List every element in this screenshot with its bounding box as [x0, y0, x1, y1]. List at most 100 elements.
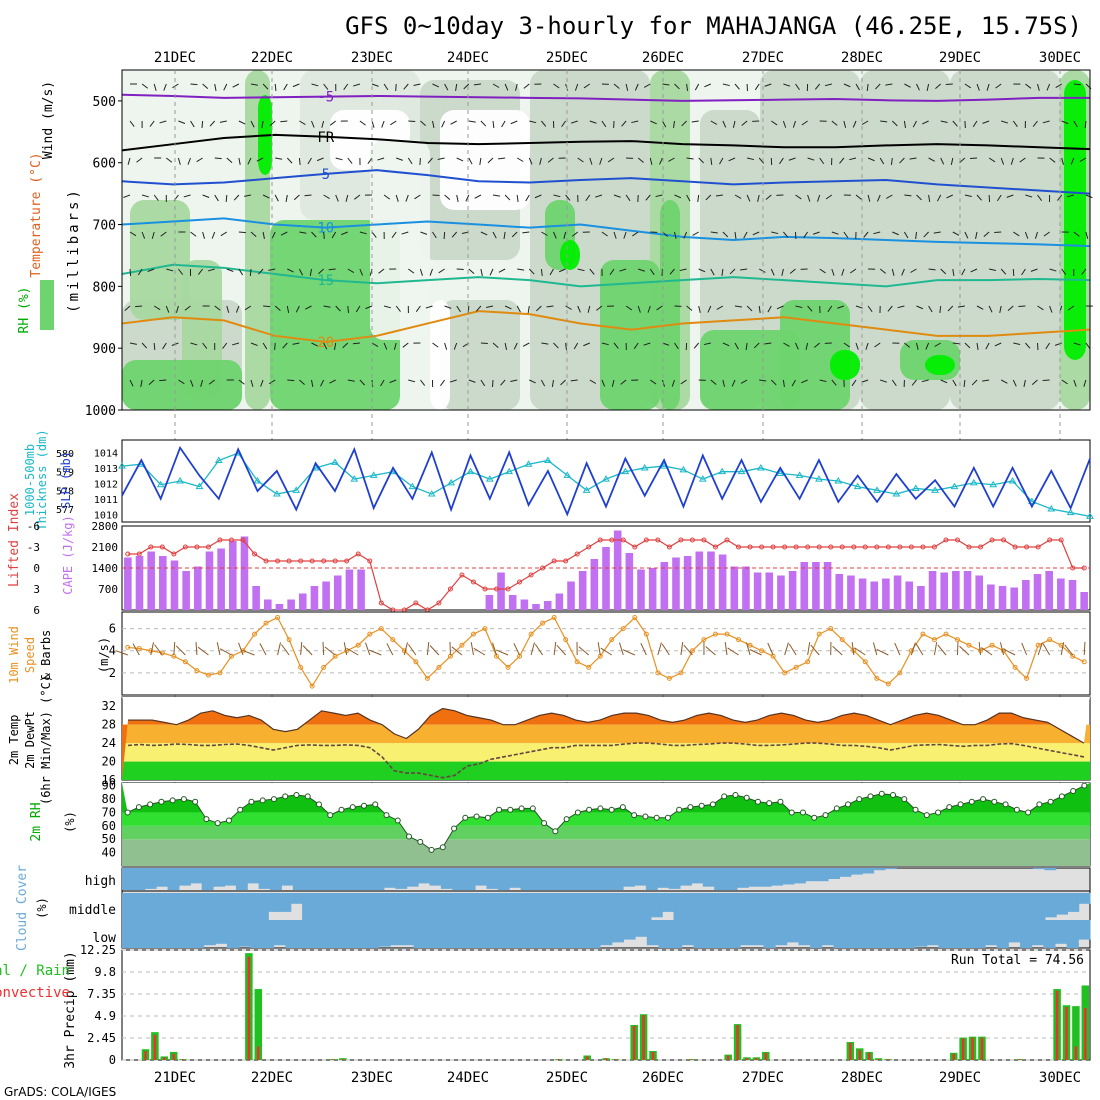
wind-barb-22-3 [395, 194, 399, 202]
wind-barb-39-8 [601, 379, 606, 387]
wind-barb-73-6 [1007, 305, 1014, 311]
cape-bar-42 [613, 530, 622, 610]
cape-bar-51 [718, 554, 727, 610]
wind-barb-16-0 [323, 83, 329, 90]
cloud-2-bar-45 [646, 920, 659, 946]
li-marker-49 [689, 537, 695, 543]
wind-barb-64-1 [903, 120, 906, 128]
wind-barb-57-7 [814, 342, 821, 348]
temp-band-yellow [122, 743, 1090, 762]
wind-barb-25-0 [432, 83, 440, 88]
cape-bar-9 [229, 541, 237, 610]
wind-barb-56-6 [807, 305, 813, 312]
temp-band-green [122, 761, 1090, 780]
wind-barb-62-8 [880, 379, 888, 383]
cloud-0-bar-81 [1044, 868, 1057, 871]
wind-sfc-barb-34 [513, 643, 521, 656]
cape-bar-82 [1080, 592, 1088, 610]
rh-marker-31 [473, 813, 480, 820]
wind-barb-74-5 [1021, 268, 1026, 276]
cloud-2-bar-67 [903, 920, 916, 948]
wind-barb-14-8 [299, 379, 305, 386]
wind-barb-33-1 [529, 120, 537, 124]
thickness-marker-12 [350, 475, 359, 482]
rh-marker-61 [811, 814, 818, 821]
wind-barb-21-7 [383, 342, 388, 350]
cloud-2-bar-82 [1078, 920, 1091, 940]
wind-barb-43-7 [643, 342, 651, 346]
wind-barb-22-2 [396, 157, 403, 161]
rh-marker-5 [180, 796, 187, 803]
wind-barb-5-4 [190, 231, 197, 237]
precip-conv-bar-90 [971, 1037, 974, 1060]
wind-barb-33-3 [525, 194, 530, 202]
wind-barb-52-0 [754, 83, 760, 91]
wind-barb-12-8 [268, 379, 276, 385]
wind-barb-66-3 [928, 194, 931, 202]
wind-marker-45 [643, 631, 649, 637]
cloud-0-bar-42 [600, 868, 613, 890]
wind-barb-4-1 [178, 120, 186, 124]
wind-barb-4-6 [175, 305, 179, 313]
wind-sfc-barb-55 [749, 649, 762, 656]
precip-conv-bar-100 [1065, 1007, 1068, 1060]
wind-tick-4: 4 [109, 644, 116, 658]
rh-marker-8 [214, 820, 221, 827]
cape-tick-1400: 1400 [92, 562, 119, 575]
rh-marker-26 [417, 838, 424, 845]
cloud-0-bar-28 [440, 868, 453, 889]
rh-shade-25 [925, 355, 955, 375]
wind-tick-6: 6 [109, 622, 116, 636]
cape-bar-0 [124, 557, 132, 610]
cape-bar-12 [263, 599, 272, 610]
cloud-1-bar-40 [572, 893, 584, 920]
wind-barb-21-0 [383, 83, 389, 91]
li-marker-11 [252, 551, 258, 557]
date-label-top-22dec: 22DEC [251, 50, 293, 66]
wind-barb-64-7 [904, 342, 911, 348]
wind-barb-56-1 [801, 120, 808, 126]
li-marker-12 [263, 558, 269, 564]
wind-marker-24 [401, 648, 407, 654]
cloud-1-bar-57 [763, 893, 776, 920]
wind-barb-10-5 [249, 268, 252, 277]
li-marker-51 [712, 544, 718, 550]
wind-barb-24-1 [420, 120, 427, 126]
wind-barb-51-4 [743, 231, 748, 239]
cloud-0-bar-37 [543, 868, 556, 890]
cloud-2-bar-68 [915, 920, 928, 947]
cloud-2-bar-52 [728, 920, 741, 948]
wind-marker-0 [125, 644, 131, 650]
wind-marker-58 [793, 664, 799, 670]
date-label-bottom-26dec: 26DEC [642, 1070, 684, 1086]
wind-barb-67-0 [935, 83, 942, 89]
wind-barb-31-6 [504, 305, 512, 310]
date-label-top-28dec: 28DEC [841, 50, 883, 66]
wind-marker-22 [378, 626, 384, 632]
precip-conv-bar-22 [332, 1059, 335, 1060]
wind-barb-3-1 [159, 120, 167, 124]
wind-barb-35-3 [553, 194, 561, 198]
cape-bar-44 [637, 569, 645, 610]
wind-sfc-barb-29 [451, 646, 463, 656]
wind-barb-13-8 [287, 379, 295, 382]
upper-tick-900: 900 [93, 342, 116, 357]
wind-barb-14-5 [298, 268, 304, 276]
precip-tick-7.35: 7.35 [87, 987, 116, 1001]
wind-barb-3-6 [165, 305, 170, 313]
thickness-marker-2 [156, 480, 165, 488]
cloud-2-bar-16 [308, 920, 321, 948]
wind-marker-35 [528, 631, 534, 637]
wind-barb-73-3 [1006, 194, 1014, 198]
cape-bar-49 [695, 551, 704, 610]
wind-barb-4-5 [178, 268, 184, 275]
wind-barb-29-2 [479, 157, 482, 165]
wind-barb-74-0 [1025, 83, 1032, 89]
cloud-1-bar-48 [662, 893, 675, 912]
cloud-1-bar-54 [729, 893, 742, 920]
li-marker-83 [1081, 565, 1087, 571]
wind-barb-15-3 [304, 194, 312, 197]
wind-sfc-barb-6 [195, 641, 198, 656]
cloud-2-bar-31 [483, 920, 496, 948]
thickness-marker-35 [795, 471, 804, 478]
